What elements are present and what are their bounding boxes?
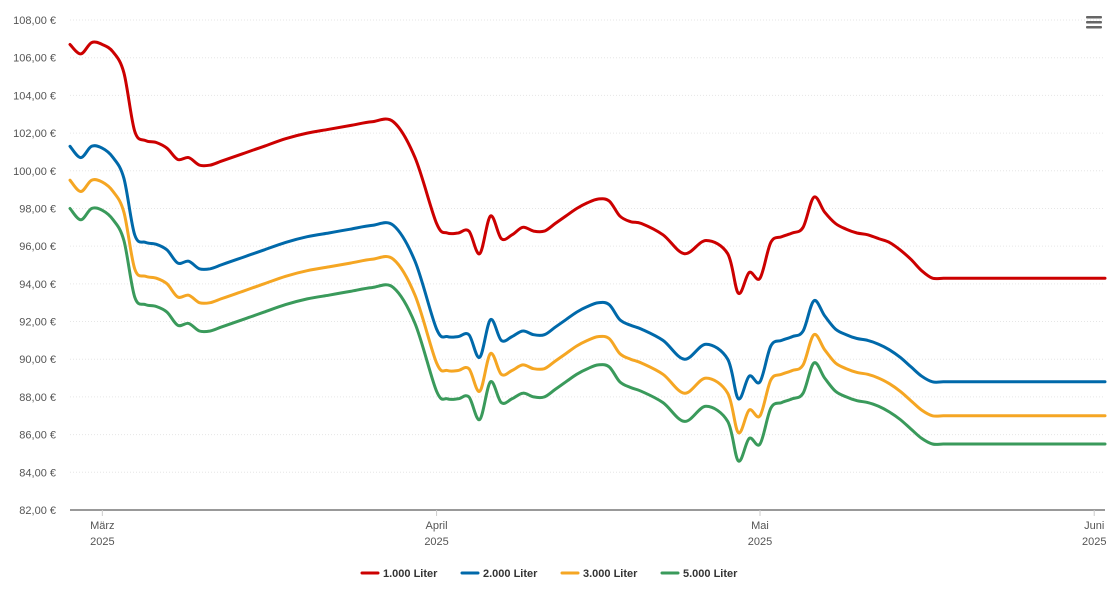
y-tick-label: 108,00 € bbox=[13, 15, 56, 27]
y-tick-label: 104,00 € bbox=[13, 90, 56, 102]
y-tick-label: 98,00 € bbox=[19, 203, 56, 215]
y-tick-label: 92,00 € bbox=[19, 317, 56, 329]
legend-label: 5.000 Liter bbox=[683, 568, 738, 580]
y-tick-label: 96,00 € bbox=[19, 241, 56, 253]
hamburger-icon bbox=[1086, 16, 1102, 29]
legend-item[interactable]: 2.000 Liter bbox=[460, 568, 538, 580]
y-tick-label: 88,00 € bbox=[19, 392, 56, 404]
x-tick-label: Juni bbox=[1084, 520, 1104, 532]
x-tick-year: 2025 bbox=[90, 536, 114, 548]
x-tick-year: 2025 bbox=[424, 536, 448, 548]
gridlines bbox=[70, 19, 1105, 473]
x-tick-label: April bbox=[426, 520, 448, 532]
x-tick-year: 2025 bbox=[748, 536, 772, 548]
y-tick-label: 102,00 € bbox=[13, 128, 56, 140]
chart-menu-button[interactable] bbox=[1085, 14, 1103, 30]
legend-label: 1.000 Liter bbox=[383, 568, 438, 580]
y-tick-label: 100,00 € bbox=[13, 166, 56, 178]
legend: 1.000 Liter 2.000 Liter 3.000 Liter 5.000 L… bbox=[360, 568, 738, 580]
y-axis-ticks: 82,00 € 84,00 € 86,00 € 88,00 € 90,00 € 92,00… bbox=[13, 15, 56, 517]
legend-item[interactable]: 5.000 Liter bbox=[660, 568, 738, 580]
y-tick-label: 106,00 € bbox=[13, 53, 56, 65]
series-line-4 bbox=[68, 206, 1107, 463]
series-line-3 bbox=[68, 178, 1107, 435]
y-tick-label: 94,00 € bbox=[19, 279, 56, 291]
x-tick-year: 2025 bbox=[1082, 536, 1106, 548]
series-line-1 bbox=[68, 40, 1107, 295]
x-tick-label: März bbox=[90, 520, 114, 532]
y-tick-label: 90,00 € bbox=[19, 354, 56, 366]
x-axis-ticks: März 2025 April 2025 Mai 2025 Juni 2025 bbox=[90, 510, 1106, 548]
legend-item[interactable]: 1.000 Liter bbox=[360, 568, 438, 580]
y-tick-label: 84,00 € bbox=[19, 467, 56, 479]
legend-label: 2.000 Liter bbox=[483, 568, 538, 580]
series-lines bbox=[68, 40, 1107, 463]
legend-label: 3.000 Liter bbox=[583, 568, 638, 580]
y-tick-label: 82,00 € bbox=[19, 505, 56, 517]
x-tick-label: Mai bbox=[751, 520, 769, 532]
y-tick-label: 86,00 € bbox=[19, 430, 56, 442]
series-line-2 bbox=[68, 144, 1107, 401]
legend-item[interactable]: 3.000 Liter bbox=[560, 568, 638, 580]
